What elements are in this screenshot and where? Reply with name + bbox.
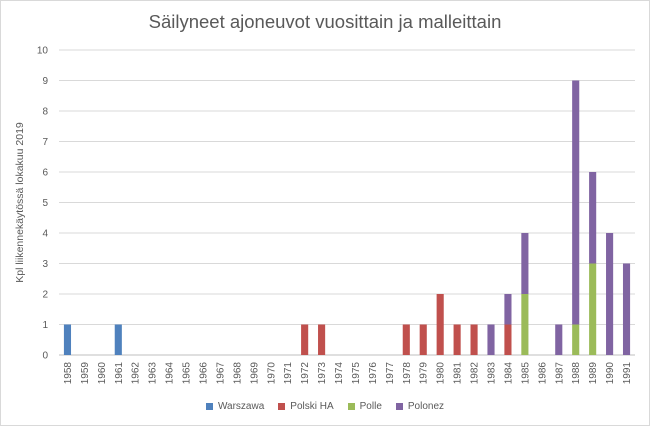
legend: Warszawa Polski HA Polle Polonez (1, 401, 649, 412)
x-tick-label: 1982 (470, 362, 481, 385)
x-tick-label: 1958 (63, 362, 74, 385)
bar-polonez-1984 (504, 294, 512, 325)
legend-swatch (205, 403, 213, 410)
bar-polonez-1988 (572, 80, 580, 325)
y-tick-label: 9 (42, 76, 48, 87)
bar-warszawa-1961 (114, 324, 122, 355)
x-tick-label: 1966 (199, 362, 210, 385)
y-tick-label: 6 (42, 168, 48, 179)
x-tick-label: 1991 (622, 362, 633, 385)
x-tick-label: 1979 (419, 362, 430, 385)
bar-polski-ha-1981 (453, 324, 461, 355)
x-tick-label: 1961 (114, 362, 125, 385)
legend-label: Polle (359, 401, 382, 412)
bar-polonez-1987 (555, 324, 563, 355)
y-tick-label: 0 (42, 351, 48, 362)
legend-swatch (395, 403, 403, 410)
bar-polonez-1989 (589, 172, 597, 264)
bar-polle-1989 (589, 263, 597, 355)
bar-polski-ha-1980 (436, 294, 444, 355)
bar-polle-1988 (572, 324, 580, 355)
y-tick-label: 1 (42, 320, 48, 331)
bar-polski-ha-1982 (470, 324, 478, 355)
x-tick-label: 1984 (503, 362, 514, 385)
bar-polonez-1983 (487, 324, 495, 355)
x-tick-label: 1989 (588, 362, 599, 385)
chart-title: Säilyneet ajoneuvot vuosittain ja mallei… (148, 11, 502, 32)
x-tick-label: 1978 (402, 362, 413, 385)
x-tick-label: 1985 (520, 362, 531, 385)
legend-label: Polonez (407, 401, 445, 412)
x-tick-label: 1963 (148, 362, 159, 385)
y-tick-label: 5 (42, 198, 48, 209)
x-tick-label: 1975 (351, 362, 362, 385)
y-tick-label: 10 (37, 46, 49, 57)
y-axis-label: Kpl liikennekäytössä lokakuu 2019 (14, 122, 26, 283)
legend-item: Polle (347, 401, 382, 412)
bar-polski-ha-1979 (419, 324, 427, 355)
x-tick-label: 1959 (80, 362, 91, 385)
legend-item: Warszawa (205, 401, 265, 412)
bar-polonez-1991 (622, 263, 631, 355)
x-tick-label: 1990 (605, 362, 616, 385)
x-tick-label: 1980 (436, 362, 447, 385)
legend-swatch (347, 403, 355, 410)
y-tick-label: 7 (42, 137, 48, 148)
y-tick-label: 2 (42, 290, 48, 301)
bar-polonez-1990 (606, 233, 614, 355)
x-tick-label: 1981 (453, 362, 464, 385)
y-tick-label: 8 (42, 107, 48, 118)
y-tick-label: 4 (42, 229, 48, 240)
x-tick-label: 1968 (232, 362, 243, 385)
legend-label: Polski HA (290, 401, 334, 412)
x-tick-label: 1974 (334, 362, 345, 385)
x-tick-label: 1969 (249, 362, 260, 385)
legend-item: Polski HA (278, 401, 334, 412)
x-tick-label: 1967 (215, 362, 226, 385)
x-tick-label: 1970 (266, 362, 277, 385)
x-tick-label: 1972 (300, 362, 311, 385)
bar-polski-ha-1973 (318, 324, 326, 355)
x-tick-label: 1987 (554, 362, 565, 385)
x-tick-label: 1964 (165, 362, 176, 385)
legend-item: Polonez (395, 401, 445, 412)
x-tick-label: 1973 (317, 362, 328, 385)
x-tick-label: 1976 (368, 362, 379, 385)
bar-polonez-1985 (521, 233, 529, 294)
bar-polle-1985 (521, 294, 529, 355)
bar-warszawa-1958 (63, 324, 72, 355)
x-tick-label: 1986 (537, 362, 548, 385)
x-tick-label: 1988 (571, 362, 582, 385)
x-tick-label: 1962 (131, 362, 142, 385)
x-tick-label: 1971 (283, 362, 294, 385)
y-tick-label: 3 (42, 259, 48, 270)
bar-polski-ha-1972 (301, 324, 309, 355)
x-tick-label: 1983 (487, 362, 498, 385)
x-tick-label: 1977 (385, 362, 396, 385)
x-tick-label: 1960 (97, 362, 108, 385)
bar-polski-ha-1978 (402, 324, 410, 355)
legend-label: Warszawa (217, 401, 265, 412)
x-tick-label: 1965 (182, 362, 193, 385)
legend-swatch (278, 403, 286, 410)
bar-polski-ha-1984 (504, 324, 512, 355)
